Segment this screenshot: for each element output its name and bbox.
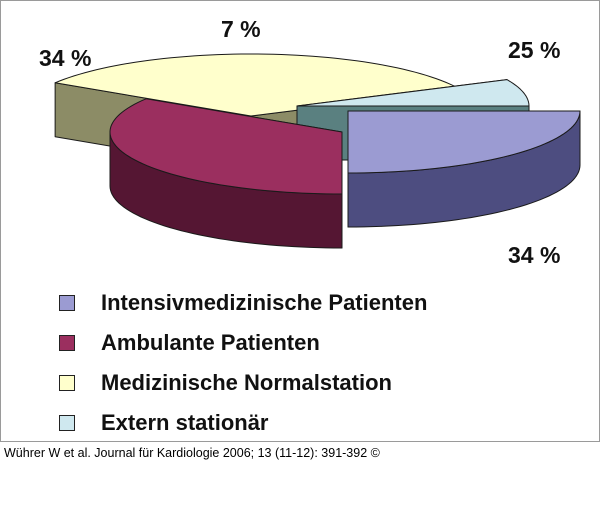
legend-swatch-normal-ward — [59, 375, 75, 391]
chart-frame: 25 % 34 % 34 % 7 % Intensivmedizinische Pat… — [0, 0, 600, 442]
legend-item-outpatients: Ambulante Patienten — [59, 323, 427, 363]
legend-swatch-external-inpatient — [59, 415, 75, 431]
data-label-external-inpatient: 7 % — [221, 16, 261, 42]
legend-item-intensive-care: Intensivmedizinische Patienten — [59, 283, 427, 323]
pie-slice-outpatients — [109, 98, 343, 249]
pie-chart: 25 % 34 % 34 % 7 % — [39, 16, 581, 268]
legend-swatch-outpatients — [59, 335, 75, 351]
chart-legend: Intensivmedizinische Patienten Ambulante… — [59, 283, 427, 443]
pie-data-labels: 25 % 34 % 34 % 7 % — [39, 16, 560, 268]
legend-item-external-inpatient: Extern stationär — [59, 403, 427, 443]
legend-label-external-inpatient: Extern stationär — [101, 410, 269, 435]
data-label-intensive-care: 25 % — [508, 37, 560, 63]
legend-swatch-intensive-care — [59, 295, 75, 311]
legend-item-normal-ward: Medizinische Normalstation — [59, 363, 427, 403]
legend-label-outpatients: Ambulante Patienten — [101, 330, 320, 355]
citation-text: Wührer W et al. Journal für Kardiologie … — [4, 446, 380, 460]
pie-slice-intensive-care — [347, 110, 581, 228]
pie-slices — [54, 53, 581, 249]
legend-label-normal-ward: Medizinische Normalstation — [101, 370, 392, 395]
legend-label-intensive-care: Intensivmedizinische Patienten — [101, 290, 428, 315]
data-label-normal-ward: 34 % — [39, 45, 91, 71]
data-label-outpatients: 34 % — [508, 242, 560, 268]
